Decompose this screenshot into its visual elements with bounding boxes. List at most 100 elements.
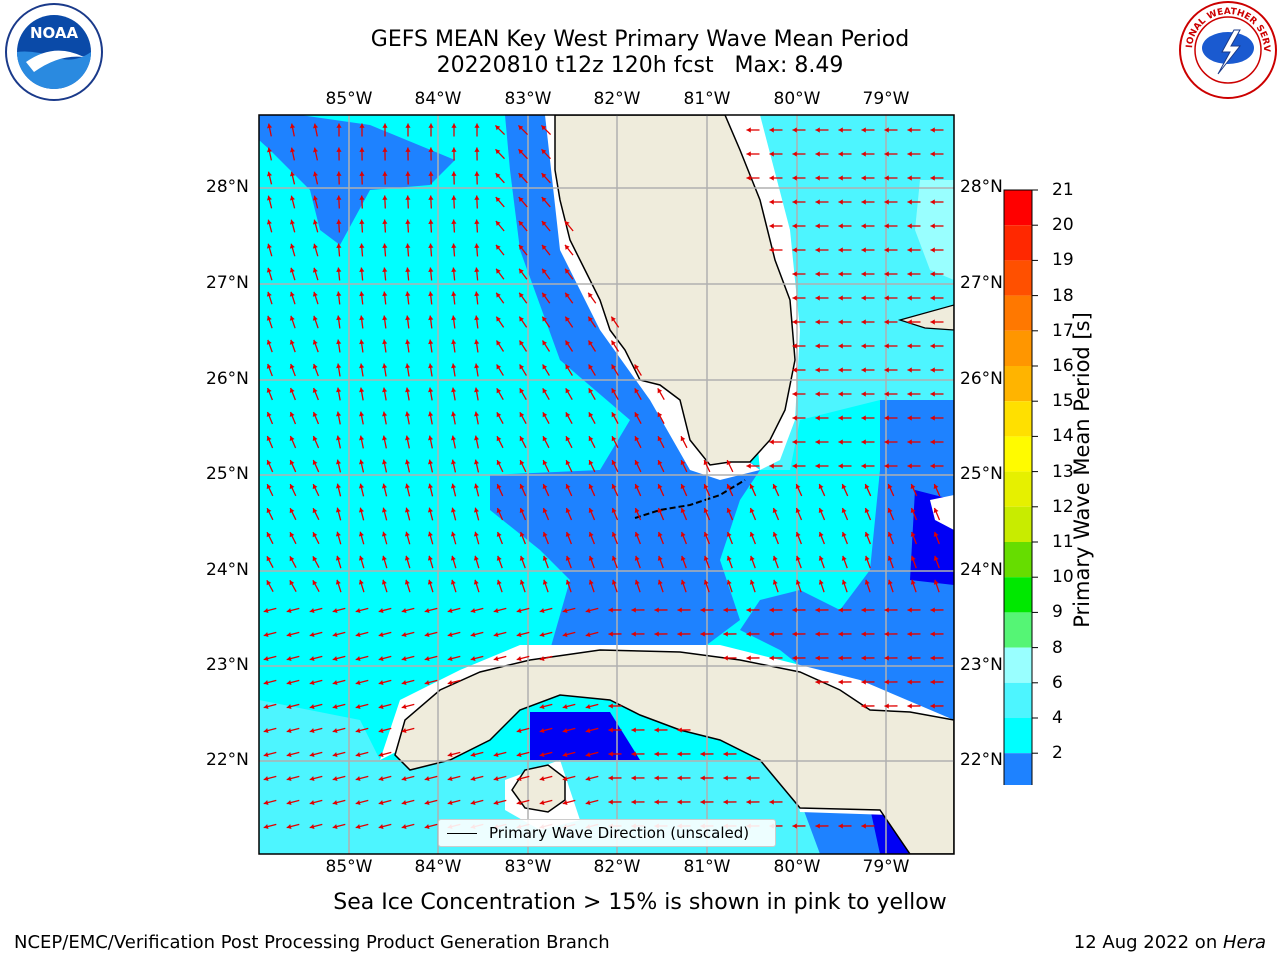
wave-arrow-head	[493, 608, 499, 614]
wave-arrow-head	[286, 824, 292, 830]
wave-arrow-head	[359, 387, 365, 393]
wave-arrow-head	[792, 463, 797, 469]
footer-date: 12 Aug 2022 on Hera	[1073, 932, 1266, 953]
wave-arrow-head	[631, 751, 636, 757]
wave-arrow-head	[428, 123, 434, 128]
wave-arrow-head	[611, 340, 616, 346]
wave-arrow-head	[864, 484, 870, 490]
wave-arrow-head	[657, 531, 663, 537]
wave-arrow-head	[861, 439, 866, 445]
wave-arrow-head	[289, 171, 295, 177]
wave-arrow-head	[263, 680, 269, 686]
wave-arrow-head	[404, 507, 410, 513]
wave-arrow-head	[677, 631, 682, 637]
wave-arrow-head	[611, 436, 617, 442]
lon-label-top: 79°W	[862, 89, 910, 109]
wave-arrow-head	[565, 268, 570, 274]
wave-arrow-head	[359, 315, 365, 321]
wave-arrow-head	[312, 411, 318, 417]
wave-arrow-head	[382, 291, 388, 297]
wave-arrow-head	[861, 823, 866, 829]
wave-arrow-head	[266, 267, 272, 273]
wave-arrow-head	[405, 363, 411, 369]
wave-arrow-head	[474, 411, 480, 417]
wave-arrow-head	[336, 435, 342, 441]
wave-arrow-head	[542, 364, 548, 370]
wave-arrow-head	[332, 656, 338, 662]
wave-arrow-head	[382, 267, 388, 273]
wave-arrow-head	[519, 364, 525, 370]
wave-arrow-head	[493, 632, 499, 638]
wave-arrow-head	[493, 800, 499, 806]
wave-arrow-head	[861, 247, 866, 253]
wave-arrow-head	[263, 728, 269, 734]
wave-arrow-head	[358, 507, 364, 513]
wave-arrow-head	[769, 439, 774, 445]
footer-credit: NCEP/EMC/Verification Post Processing Pr…	[14, 932, 610, 953]
wave-arrow-head	[336, 219, 342, 224]
wave-arrow-head	[861, 655, 866, 661]
wave-arrow-head	[542, 436, 548, 442]
wave-arrow-head	[792, 823, 797, 829]
wave-arrow-head	[565, 292, 570, 298]
wave-arrow-head	[447, 608, 453, 614]
wave-arrow-head	[792, 271, 797, 277]
wave-arrow-head	[611, 412, 617, 418]
wave-arrow-head	[884, 679, 889, 685]
wave-arrow-head	[634, 555, 640, 561]
wave-arrow-head	[378, 632, 384, 638]
wave-arrow-head	[884, 655, 889, 661]
wave-arrow-head	[726, 484, 732, 490]
wave-arrow-head	[450, 555, 456, 561]
wave-arrow-head	[312, 363, 318, 369]
wave-arrow-head	[518, 220, 524, 226]
wave-arrow-head	[405, 435, 411, 441]
wave-arrow-head	[359, 171, 365, 176]
wave-arrow-head	[312, 436, 318, 441]
wave-arrow-head	[336, 411, 342, 417]
wave-arrow-head	[861, 319, 866, 325]
wave-arrow-head	[355, 800, 361, 806]
wave-arrow-head	[289, 508, 295, 514]
wave-arrow-head	[451, 243, 457, 248]
wave-arrow-head	[887, 508, 893, 513]
wave-arrow-head	[427, 459, 434, 465]
wave-arrow-head	[289, 460, 295, 466]
wave-arrow-head	[263, 608, 269, 614]
wave-arrow-head	[405, 387, 411, 393]
wave-arrow-head	[815, 823, 820, 829]
wave-arrow-head	[723, 631, 728, 637]
wave-arrow-head	[838, 607, 843, 613]
wave-arrow-head	[838, 247, 843, 253]
wave-arrow-head	[815, 367, 820, 373]
wave-arrow-head	[519, 531, 525, 537]
wave-arrow-head	[588, 436, 594, 442]
wave-arrow-head	[838, 319, 843, 325]
wave-arrow-head	[884, 151, 889, 157]
wave-arrow-head	[677, 751, 682, 757]
wave-arrow-head	[861, 391, 866, 397]
lat-label-right: 24°N	[960, 560, 1003, 580]
wave-arrow-head	[263, 800, 269, 806]
wave-arrow-head	[792, 343, 797, 349]
wave-arrow-head	[474, 147, 480, 152]
wave-arrow-head	[564, 220, 570, 226]
wave-arrow-head	[541, 220, 547, 226]
wave-arrow-head	[884, 367, 889, 373]
wave-arrow-head	[267, 147, 273, 153]
wave-arrow-head	[450, 483, 456, 489]
wave-arrow-head	[451, 315, 457, 321]
wave-arrow-head	[769, 199, 774, 205]
wave-arrow-head	[335, 579, 341, 585]
wave-arrow-head	[289, 363, 295, 369]
wave-arrow-head	[723, 751, 728, 757]
wave-arrow-head	[336, 363, 342, 369]
wave-arrow-head	[749, 484, 755, 490]
colorbar-tick-label: 10	[1052, 567, 1074, 588]
wave-arrow-head	[358, 555, 364, 561]
wave-arrow-head	[266, 171, 272, 177]
wave-arrow-head	[838, 391, 843, 397]
wave-arrow-head	[884, 415, 889, 421]
wave-arrow-head	[378, 800, 384, 806]
wave-arrow-head	[405, 123, 411, 128]
